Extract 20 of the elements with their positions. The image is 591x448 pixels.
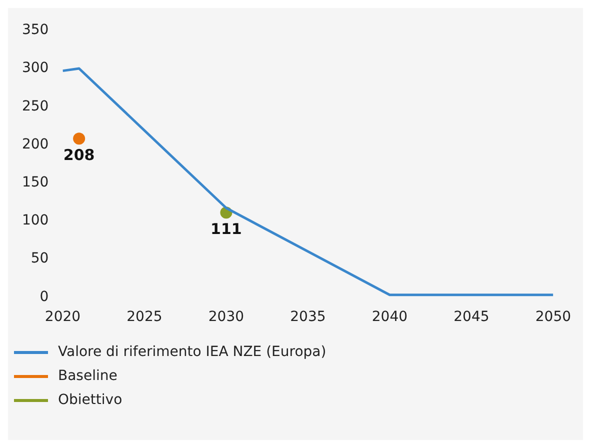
legend-label: Baseline [58, 368, 118, 384]
x-tick-label: 2050 [535, 309, 572, 326]
data-label: 208 [63, 146, 95, 164]
y-tick-label: 300 [22, 60, 49, 76]
y-tick-label: 150 [22, 174, 49, 190]
data-label: 111 [210, 220, 242, 238]
x-tick-label: 2035 [290, 309, 326, 326]
y-tick-label: 50 [30, 250, 49, 267]
y-tick-label: 200 [22, 136, 49, 152]
y-tick-label: 250 [22, 98, 49, 114]
x-tick-label: 2020 [44, 309, 81, 326]
x-tick-label: 2025 [126, 309, 162, 326]
x-tick-label: 2030 [208, 309, 244, 326]
legend-label: Obiettivo [58, 392, 122, 408]
x-tick-label: 2040 [372, 309, 408, 326]
y-tick-label: 350 [22, 22, 49, 38]
y-tick-label: 100 [22, 212, 49, 229]
x-tick-label: 2045 [454, 309, 490, 326]
y-tick-label: 0 [40, 288, 49, 305]
legend-label: Valore di riferimento IEA NZE (Europa) [58, 344, 326, 360]
